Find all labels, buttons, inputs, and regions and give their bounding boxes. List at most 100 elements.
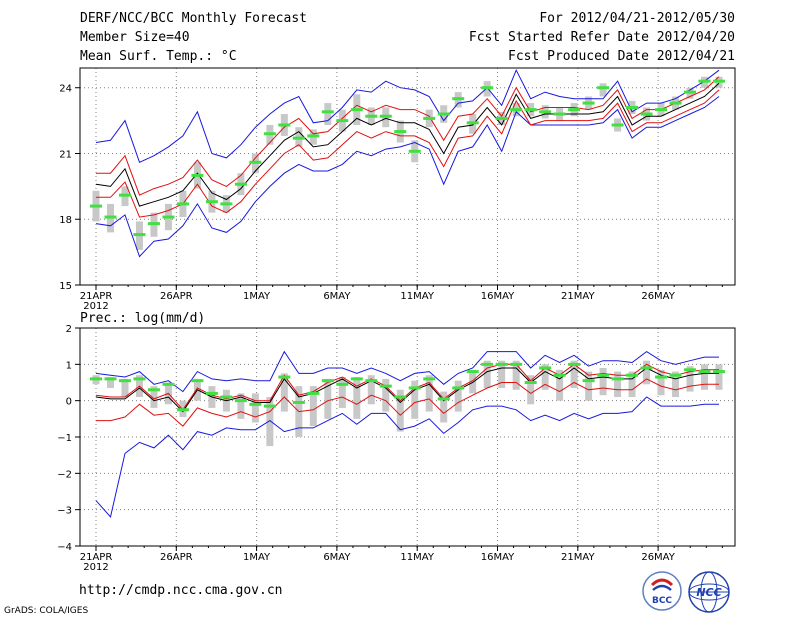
median-marker [611,123,624,127]
series-min-line [95,396,719,518]
ensemble-box [367,375,375,405]
median-marker [640,112,653,116]
median-marker [90,377,102,381]
ensemble-box [715,364,723,390]
median-marker [423,116,436,120]
x-tick-label: 26MAY [641,552,675,563]
median-marker [104,215,117,219]
median-marker [162,382,175,386]
ensemble-box [512,360,520,390]
median-marker [655,375,668,379]
y-tick-label: 18 [59,215,72,226]
median-marker [205,391,218,395]
median-marker [408,386,421,390]
median-marker [423,377,436,381]
series-lower-line [96,89,720,218]
ensemble-box [309,386,317,427]
series-max-line [95,69,720,163]
ensemble-box [556,369,564,401]
series-lower-line [96,378,719,427]
median-marker [713,370,725,374]
x-tick-label: 11MAY [400,552,434,563]
y-tick-label: −4 [57,542,72,553]
x-tick-label: 21APR [80,552,113,563]
ncc-logo: NCC [685,570,733,618]
median-marker [205,200,218,204]
ensemble-box [106,377,114,388]
median-marker [292,136,305,140]
median-marker [379,114,392,118]
x-tick-label: 26MAY [641,291,675,302]
median-marker [713,79,725,83]
median-marker [118,379,131,383]
grads-credit: GrADS: COLA/IGES [4,606,89,616]
ensemble-box [280,373,288,412]
median-marker [176,202,189,206]
ensemble-box [382,378,390,412]
y-tick-label: −3 [57,506,72,517]
median-marker [698,79,711,83]
x-tick-label: 26APR [160,291,193,302]
median-marker [524,108,537,112]
ensemble-box [440,391,448,423]
median-marker [655,108,668,112]
median-marker [669,373,682,377]
bcc-logo: BCC [641,570,683,616]
produced-date: Fcst Produced Date 2012/04/21 [508,49,735,64]
median-marker [278,123,291,127]
y-tick-label: 1 [66,360,72,371]
ensemble-box [121,378,129,398]
x-tick-label: 16MAY [481,291,515,302]
median-marker [191,173,204,177]
ensemble-box [541,364,549,390]
median-marker [176,408,189,412]
ensemble-box [686,366,694,392]
median-marker [495,362,508,366]
median-marker [626,373,639,377]
plot-frame [79,67,736,286]
median-marker [220,202,233,206]
ensemble-box [237,393,245,419]
ensemble-box [570,360,578,388]
x-tick-label: 6MAY [323,552,351,563]
ensemble-box [599,367,607,396]
median-marker [582,379,595,383]
median-marker [263,404,276,408]
series-max-line [95,350,719,393]
median-marker [234,399,247,403]
median-marker [568,108,581,112]
ensemble-box [585,371,593,401]
median-marker [597,86,610,90]
median-marker [133,233,146,237]
median-marker [307,134,320,138]
ensemble-box [324,378,332,419]
ensemble-box [657,369,665,396]
source-url[interactable]: http://cmdp.ncc.cma.gov.cn [79,583,283,598]
median-marker [553,112,566,116]
ensemble-box [251,393,259,423]
median-marker [568,362,581,366]
median-marker [539,366,552,370]
x-tick-label: 21MAY [561,552,595,563]
y-tick-label: 15 [59,281,72,292]
y-tick-label: −1 [57,433,72,444]
x-year-label: 2012 [83,562,108,573]
median-marker [597,373,610,377]
median-marker [626,105,639,109]
median-marker [104,377,117,381]
ensemble-box [266,397,274,447]
median-marker [394,395,407,399]
chart-title: DERF/NCC/BCC Monthly Forecast [80,11,307,26]
median-marker [466,370,479,374]
y-tick-label: 0 [66,397,72,408]
median-marker [220,395,233,399]
y-tick-label: 21 [59,149,72,160]
median-marker [495,116,508,120]
x-tick-label: 6MAY [323,291,351,302]
x-tick-label: 16MAY [481,552,515,563]
x-tick-label: 11MAY [400,291,434,302]
median-marker [640,366,653,370]
median-marker [510,108,523,112]
ensemble-box [324,103,332,125]
ensemble-box [643,360,651,385]
